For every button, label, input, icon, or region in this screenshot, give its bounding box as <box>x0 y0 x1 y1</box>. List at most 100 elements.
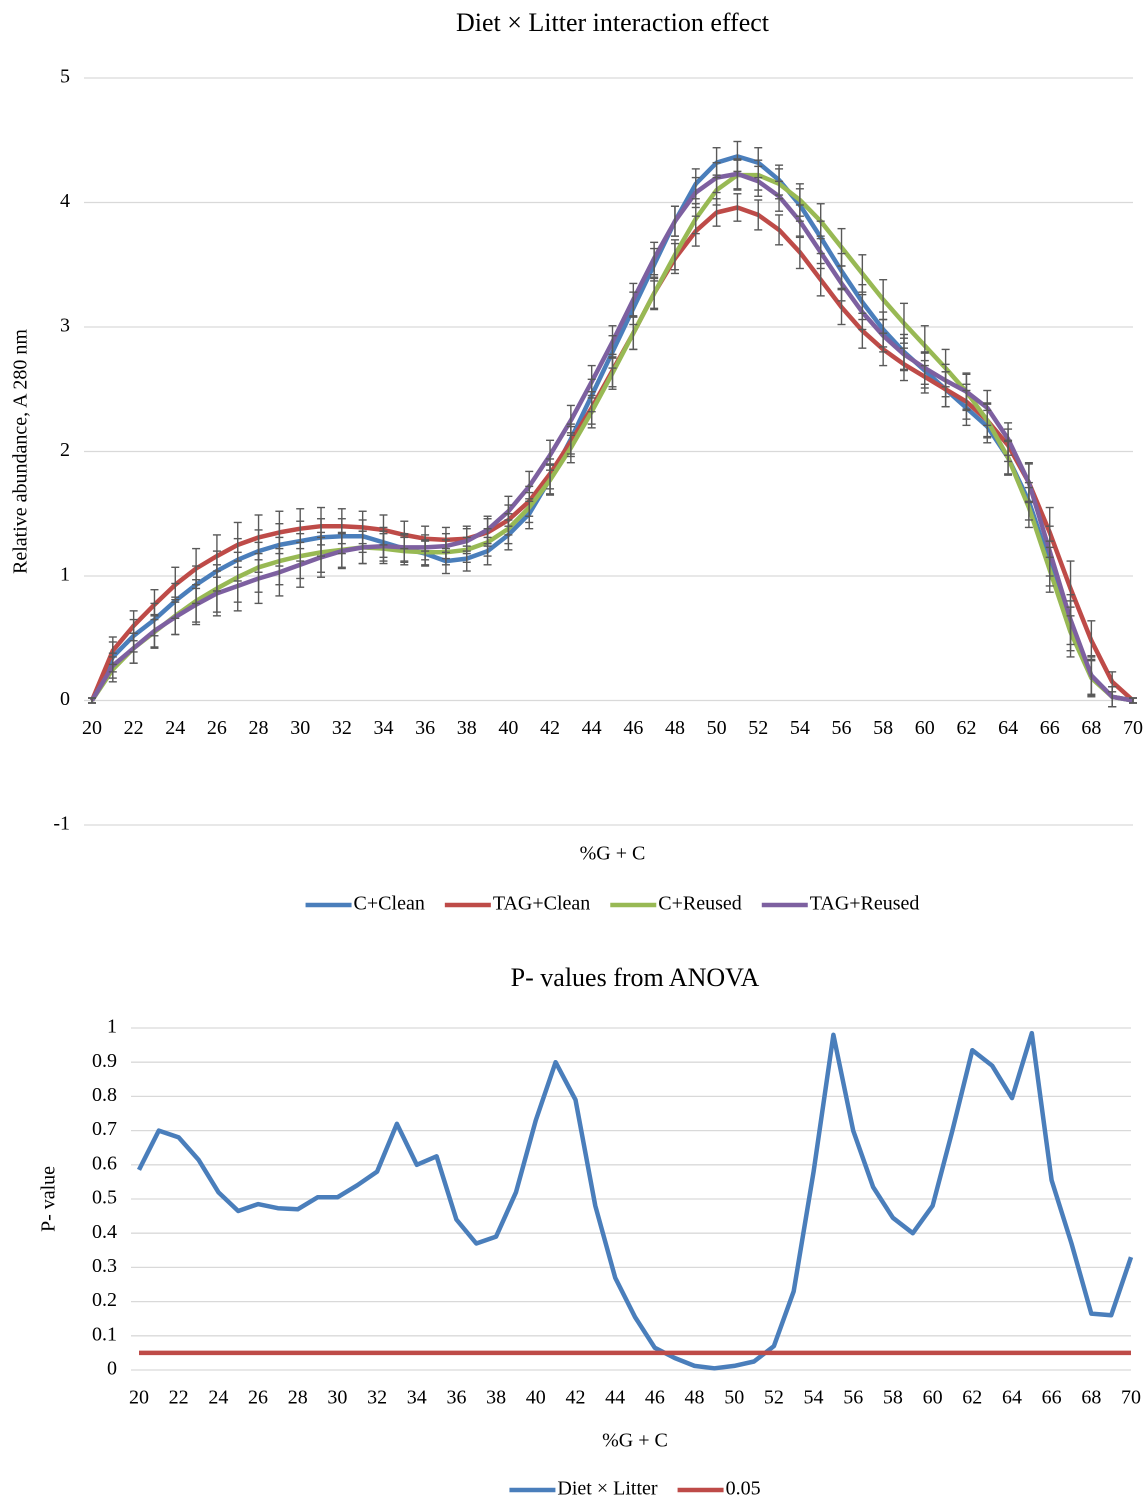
error-bar <box>129 632 138 664</box>
x-tick-label: 38 <box>457 717 477 739</box>
error-bar <box>629 282 638 317</box>
error-bar <box>733 193 742 222</box>
x-tick-label: 54 <box>790 717 810 739</box>
error-bar <box>1129 697 1137 704</box>
x-tick-label: 42 <box>565 1387 585 1409</box>
x-tick-label: 34 <box>373 717 393 739</box>
error-bar <box>379 530 388 562</box>
x-tick-label: 50 <box>707 717 727 739</box>
error-bar <box>775 180 784 212</box>
error-bar <box>566 404 575 437</box>
x-tick-label: 36 <box>415 717 435 739</box>
x-tick-label: 54 <box>804 1387 824 1409</box>
x-tick-label: 68 <box>1081 1387 1101 1409</box>
series-line <box>89 154 1134 703</box>
error-bar <box>733 158 742 190</box>
x-tick-label: 66 <box>1042 1387 1062 1409</box>
error-bar <box>1004 422 1013 456</box>
y-axis-title: P- value <box>38 1166 60 1232</box>
x-tick-label: 58 <box>883 1387 903 1409</box>
legend-label: Diet × Litter <box>557 1478 657 1500</box>
error-bar <box>88 697 96 704</box>
x-tick-label: 44 <box>605 1387 625 1409</box>
x-tick-label: 32 <box>367 1387 387 1409</box>
legend-item: 0.05 <box>677 1478 761 1500</box>
error-bar <box>650 241 659 276</box>
x-tick-label: 46 <box>645 1387 665 1409</box>
series-line <box>90 172 1134 703</box>
error-bar <box>858 254 867 293</box>
x-tick-label: 56 <box>843 1387 863 1409</box>
error-bar <box>837 265 846 302</box>
x-tick-label: 28 <box>288 1387 308 1409</box>
y-tick-label: 4 <box>60 190 70 212</box>
x-tick-label: 70 <box>1123 717 1143 739</box>
y-tick-label: 0.8 <box>92 1084 117 1106</box>
x-tick-label: 44 <box>582 717 602 739</box>
error-bar <box>691 176 700 209</box>
legend-item: TAG+Reused <box>761 893 919 915</box>
error-bar <box>525 470 534 502</box>
error-bar <box>858 293 867 331</box>
y-tick-label: 0.7 <box>92 1118 117 1140</box>
error-bar <box>670 205 679 237</box>
error-bar <box>317 536 326 578</box>
x-tick-label: 38 <box>486 1387 506 1409</box>
error-bar <box>337 532 346 570</box>
x-tick-label: 40 <box>526 1387 546 1409</box>
error-bar <box>754 165 763 197</box>
x-tick-label: 22 <box>169 1387 189 1409</box>
error-bar <box>441 532 450 560</box>
y-tick-label: 1 <box>107 1016 117 1038</box>
error-bar <box>879 318 888 353</box>
x-tick-label: 64 <box>998 717 1018 739</box>
x-tick-label: 36 <box>446 1387 466 1409</box>
legend-label: 0.05 <box>726 1478 761 1500</box>
x-tick-label: 30 <box>327 1387 347 1409</box>
error-bar <box>421 534 430 561</box>
error-bar <box>899 337 908 372</box>
y-tick-label: 3 <box>60 315 70 337</box>
y-tick-label: 0.6 <box>92 1152 117 1174</box>
y-tick-label: 0.4 <box>92 1221 117 1243</box>
x-tick-label: 28 <box>249 717 269 739</box>
y-tick-label: 0.2 <box>92 1289 117 1311</box>
error-bar <box>212 570 221 617</box>
error-bar <box>608 325 617 359</box>
x-tick-label: 20 <box>129 1387 149 1409</box>
x-tick-label: 52 <box>764 1387 784 1409</box>
legend-item: TAG+Clean <box>444 893 590 915</box>
legend-item: Diet × Litter <box>509 1478 658 1500</box>
legend-label: TAG+Clean <box>493 893 590 915</box>
error-bar <box>546 439 555 471</box>
error-bar <box>254 552 263 605</box>
y-tick-label: 5 <box>60 66 70 88</box>
y-axis-title: Relative abundance, A 280 nm <box>10 329 32 574</box>
y-tick-label: -1 <box>53 813 70 835</box>
x-tick-label: 34 <box>407 1387 427 1409</box>
y-tick-label: 0.3 <box>92 1255 117 1277</box>
error-bar <box>275 547 284 597</box>
y-tick-label: 2 <box>60 439 70 461</box>
x-tick-label: 24 <box>165 717 185 739</box>
error-bar <box>941 363 950 398</box>
legend-label: C+Reused <box>658 893 742 915</box>
x-tick-label: 52 <box>748 717 768 739</box>
x-tick-label: 68 <box>1081 717 1101 739</box>
legend-label: C+Clean <box>354 893 425 915</box>
x-tick-label: 46 <box>623 717 643 739</box>
error-bar <box>171 598 180 636</box>
error-bar <box>1087 654 1096 697</box>
error-bar <box>587 364 596 399</box>
x-tick-label: 26 <box>207 717 227 739</box>
error-bar <box>962 373 971 410</box>
y-tick-label: 0.1 <box>92 1323 117 1345</box>
chart-title: P- values from ANOVA <box>511 963 760 992</box>
x-tick-label: 60 <box>923 1387 943 1409</box>
y-tick-label: 0 <box>60 688 70 710</box>
y-tick-label: 1 <box>60 564 70 586</box>
error-bar <box>920 351 929 385</box>
error-bar <box>795 204 804 239</box>
x-tick-label: 48 <box>665 717 685 739</box>
